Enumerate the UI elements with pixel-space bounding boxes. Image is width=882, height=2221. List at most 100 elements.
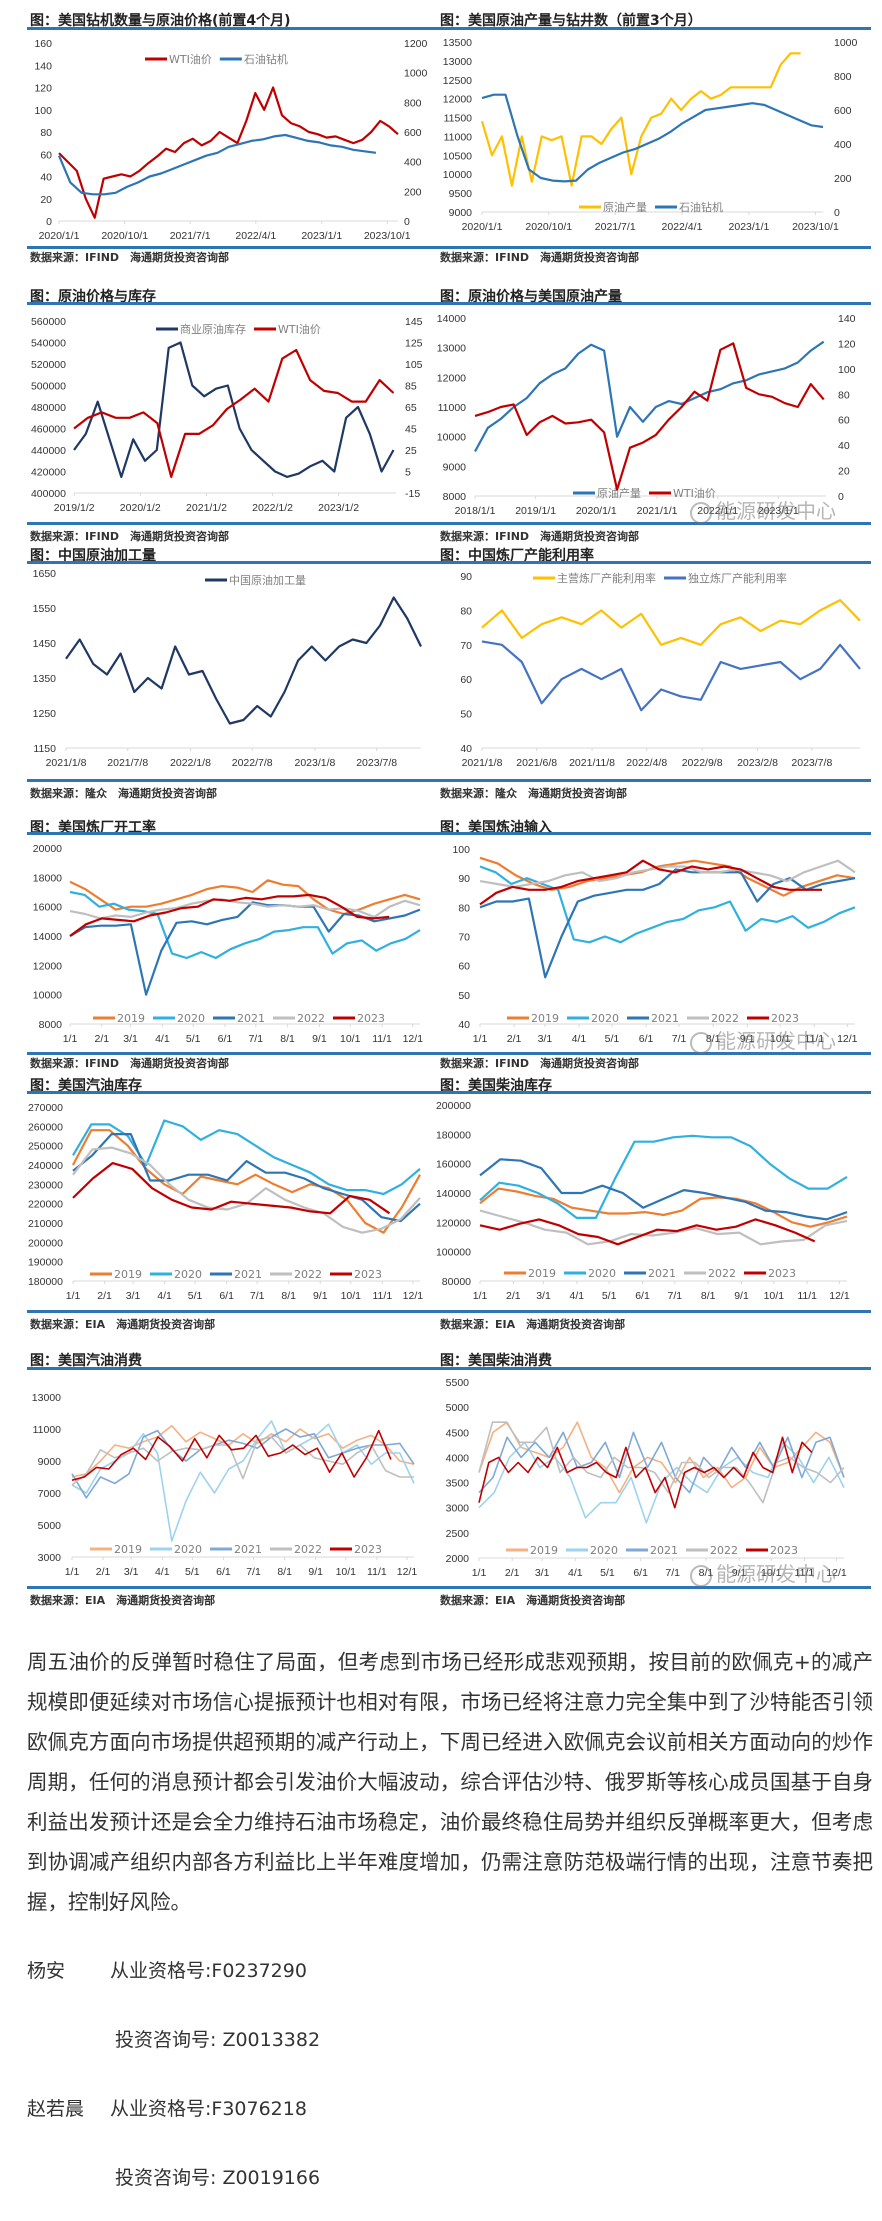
x-tick-label: 12/1 [397, 1566, 418, 1578]
y-tick-label: 11000 [438, 402, 467, 414]
y-tick-label: 1350 [33, 673, 57, 685]
series-line-2019 [69, 879, 421, 916]
y-tick-label: 14000 [437, 313, 466, 325]
series-line-2019 [478, 1421, 845, 1494]
x-tick-label: 5/1 [185, 1566, 200, 1578]
x-tick-label: 12/1 [837, 1033, 858, 1045]
y2-tick-label: 60 [838, 415, 850, 427]
divider [27, 832, 871, 835]
x-tick-label: 2021/1/2 [186, 502, 227, 514]
x-tick-label: 9/1 [312, 1033, 327, 1045]
x-tick-label: 3/1 [124, 1566, 139, 1578]
x-tick-label: 2021/1/8 [46, 757, 87, 769]
legend-label: 石油钻机 [679, 200, 723, 214]
y-tick-label: 80000 [442, 1276, 471, 1288]
x-tick-label: 2021/1/8 [462, 757, 503, 769]
y-tick-label: 5000 [446, 1402, 470, 1414]
y-tick-label: 480000 [31, 402, 66, 414]
x-tick-label: 2023/10/1 [364, 230, 411, 242]
x-tick-label: 1/1 [472, 1567, 487, 1579]
figure-source-5: 数据来源：隆众 海通期货投资咨询部 [30, 787, 217, 800]
y2-tick-label: 40 [838, 440, 850, 452]
series-line-2020 [479, 865, 856, 944]
chart-2: 9000950010000105001100011500120001250013… [443, 37, 858, 233]
x-tick-label: 3/1 [123, 1033, 138, 1045]
x-tick-label: 2020/1/1 [576, 505, 617, 517]
y-tick-label: 3000 [446, 1503, 470, 1515]
figure-source-1: 数据来源：IFIND 海通期货投资咨询部 [30, 251, 230, 264]
legend-label: 2021 [234, 1268, 262, 1281]
y-tick-label: 1550 [33, 603, 57, 615]
y-tick-label: 2500 [446, 1528, 470, 1540]
chart-7: 8000 10000 12000 14000 16000 18000 20000 1/1 2/1… [33, 843, 423, 1045]
y-tick-label: 9000 [443, 461, 467, 473]
x-tick-label: 10/1 [336, 1566, 357, 1578]
watermark-logo-icon [690, 1564, 712, 1587]
x-tick-label: 5/1 [602, 1290, 617, 1302]
y-tick-label: 120000 [436, 1217, 471, 1229]
y2-tick-label: -15 [405, 488, 420, 500]
legend-label: 2019 [117, 1012, 145, 1025]
x-tick-label: 6/1 [633, 1567, 648, 1579]
legend-label: 主营炼厂产能利用率 [557, 571, 656, 585]
x-tick-label: 9/1 [308, 1566, 323, 1578]
series-line-2019 [71, 1425, 415, 1478]
legend-label: 中国原油加工量 [229, 573, 306, 587]
y-tick-label: 11000 [33, 1424, 62, 1436]
y-tick-label: 1150 [33, 743, 56, 755]
x-tick-label: 10/1 [770, 1033, 791, 1045]
series-line-WTI油价 [73, 348, 395, 478]
x-tick-label: 7/1 [672, 1033, 687, 1045]
legend-label: 2023 [771, 1012, 799, 1025]
y-tick-label: 1650 [33, 568, 57, 580]
y-tick-label: 60 [458, 961, 470, 973]
legend-label: WTI油价 [278, 322, 321, 336]
y-tick-label: 200000 [436, 1100, 471, 1112]
legend-label: 2019 [114, 1543, 142, 1556]
x-tick-label: 2023/2/8 [737, 757, 778, 769]
x-tick-label: 2020/1/1 [39, 230, 80, 242]
x-tick-label: 2021/7/1 [595, 221, 636, 233]
chart-10: 80000 100000 120000 140000 160000 180000 20000… [436, 1100, 850, 1302]
x-tick-label: 1/1 [473, 1290, 488, 1302]
y-tick-label: 18000 [33, 872, 62, 884]
figure-source-7: 数据来源：IFIND 海通期货投资咨询部 [30, 1057, 230, 1070]
x-tick-label: 2/1 [96, 1566, 111, 1578]
y-tick-label: 40 [460, 743, 472, 755]
y-tick-label: 270000 [28, 1102, 63, 1114]
y2-tick-label: 5 [405, 467, 411, 479]
y2-tick-label: 105 [405, 359, 423, 371]
y-tick-label: 10000 [33, 990, 62, 1002]
x-tick-label: 4/1 [570, 1290, 585, 1302]
author-consult-number: 投资咨询号: Z0019166 [115, 2167, 321, 2189]
x-tick-label: 4/1 [568, 1567, 583, 1579]
y2-tick-label: 0 [404, 216, 410, 228]
figure-source-12: 数据来源：EIA 海通期货投资咨询部 [440, 1594, 626, 1607]
y2-tick-label: 25 [405, 445, 417, 457]
y-tick-label: 120 [34, 83, 52, 95]
x-tick-label: 6/1 [639, 1033, 654, 1045]
x-tick-label: 11/1 [797, 1290, 817, 1302]
watermark-logo-icon [690, 1031, 712, 1054]
x-tick-label: 3/1 [538, 1033, 553, 1045]
x-tick-label: 5/1 [600, 1567, 615, 1579]
x-tick-label: 6/1 [218, 1033, 233, 1045]
y-tick-label: 100 [452, 844, 470, 856]
x-tick-label: 2020/1/2 [120, 502, 161, 514]
x-tick-label: 1/1 [65, 1566, 80, 1578]
legend-label: 2021 [650, 1544, 678, 1557]
y2-tick-label: 600 [834, 105, 852, 117]
figure-source-4: 数据来源：IFIND 海通期货投资咨询部 [440, 530, 640, 543]
y-tick-label: 400000 [31, 488, 66, 500]
figure-title-3: 图：原油价格与库存 [30, 289, 156, 305]
x-tick-label: 6/1 [216, 1566, 231, 1578]
y-tick-label: 160000 [436, 1159, 471, 1171]
x-tick-label: 11/1 [804, 1033, 824, 1045]
figure-source-11: 数据来源：EIA 海通期货投资咨询部 [30, 1594, 216, 1607]
y-tick-label: 180000 [436, 1129, 471, 1141]
x-tick-label: 11/1 [367, 1566, 387, 1578]
y-tick-label: 90 [460, 571, 472, 583]
x-tick-label: 2020/1/1 [462, 221, 503, 233]
x-tick-label: 10/1 [764, 1290, 785, 1302]
y-tick-label: 13500 [443, 37, 472, 49]
